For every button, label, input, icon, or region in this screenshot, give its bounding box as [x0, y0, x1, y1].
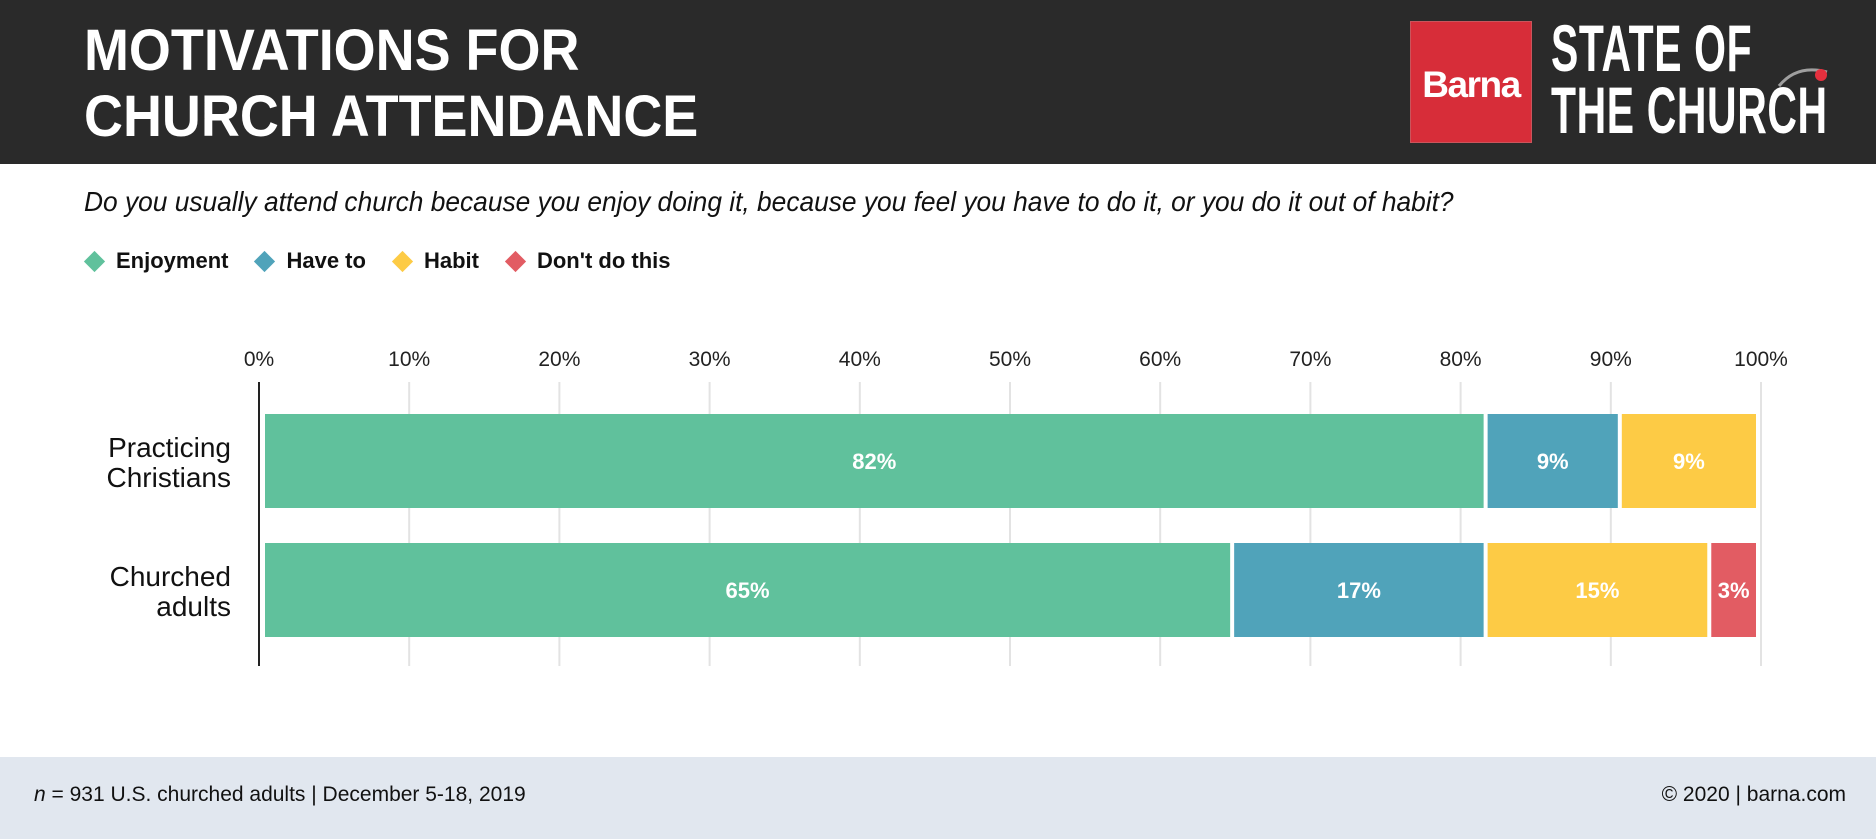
sample-n: n — [34, 783, 46, 806]
data-label: 82% — [852, 449, 896, 474]
survey-question: Do you usually attend church because you… — [84, 186, 1454, 217]
x-tick-label: 100% — [1734, 348, 1788, 371]
category-label: Churched — [110, 561, 231, 592]
x-tick-label: 70% — [1289, 348, 1331, 371]
category-label: Christians — [107, 462, 231, 493]
x-tick-label: 90% — [1590, 348, 1632, 371]
data-label: 17% — [1337, 578, 1381, 603]
legend-item: Have to — [254, 248, 366, 274]
chart-title: MOTIVATIONS FOR CHURCH ATTENDANCE — [84, 18, 698, 150]
bar-segment — [1487, 414, 1618, 508]
data-label: 65% — [726, 578, 770, 603]
data-label: 9% — [1673, 449, 1705, 474]
legend: Enjoyment Have to Habit Don't do this — [83, 248, 697, 274]
x-tick-label: 20% — [538, 348, 580, 371]
x-tick-label: 10% — [388, 348, 430, 371]
legend-label: Don't do this — [536, 248, 671, 273]
copyright: © 2020 | barna.com — [1661, 783, 1846, 806]
bar-segment — [265, 414, 1484, 508]
category-label: Practicing — [108, 432, 231, 463]
category-label: adults — [156, 591, 231, 622]
footer: n = 931 U.S. churched adults | December … — [0, 757, 1876, 839]
bar-segment — [1487, 543, 1708, 637]
legend-item: Enjoyment — [83, 248, 229, 274]
x-tick-label: 30% — [689, 348, 731, 371]
x-tick-label: 50% — [989, 348, 1031, 371]
state-of-the-church-logo: STATE OF THE CHURCH — [1551, 11, 1828, 147]
logo-arc-dot-icon — [1777, 68, 1828, 87]
legend-label: Enjoyment — [116, 248, 229, 273]
x-tick-label: 0% — [244, 348, 274, 371]
legend-item: Don't do this — [504, 248, 671, 274]
barna-logo-text: Barna — [1422, 64, 1521, 105]
x-tick-label: 80% — [1440, 348, 1482, 371]
sample-note: n = 931 U.S. churched adults | December … — [34, 783, 526, 807]
title-line-2: CHURCH ATTENDANCE — [84, 84, 699, 149]
legend-label: Habit — [423, 248, 479, 273]
legend-item: Habit — [391, 248, 479, 274]
x-tick-label: 60% — [1139, 348, 1181, 371]
data-label: 15% — [1575, 578, 1619, 603]
stacked-bar-chart: 0% 10% 20% 30% 40% 50% 60% 70% 80% 90% 100% 82% 9% 9%… — [107, 348, 1788, 666]
barna-logo: Barna — [1410, 21, 1532, 143]
data-label: 3% — [1718, 578, 1750, 603]
logo-line-1: STATE OF — [1551, 11, 1753, 85]
data-label: 9% — [1537, 449, 1569, 474]
x-tick-label: 40% — [839, 348, 881, 371]
header-banner: MOTIVATIONS FOR CHURCH ATTENDANCE Barna … — [0, 0, 1876, 164]
bar-segment — [1621, 414, 1756, 508]
title-line-1: MOTIVATIONS FOR — [84, 18, 580, 83]
bar-segment — [1711, 543, 1756, 637]
sample-details: = 931 U.S. churched adults | December 5-… — [45, 783, 526, 806]
bar-segment — [265, 543, 1231, 637]
bar-segment — [1234, 543, 1484, 637]
legend-label: Have to — [286, 248, 366, 273]
logo-line-2: THE CHURCH — [1551, 73, 1828, 147]
